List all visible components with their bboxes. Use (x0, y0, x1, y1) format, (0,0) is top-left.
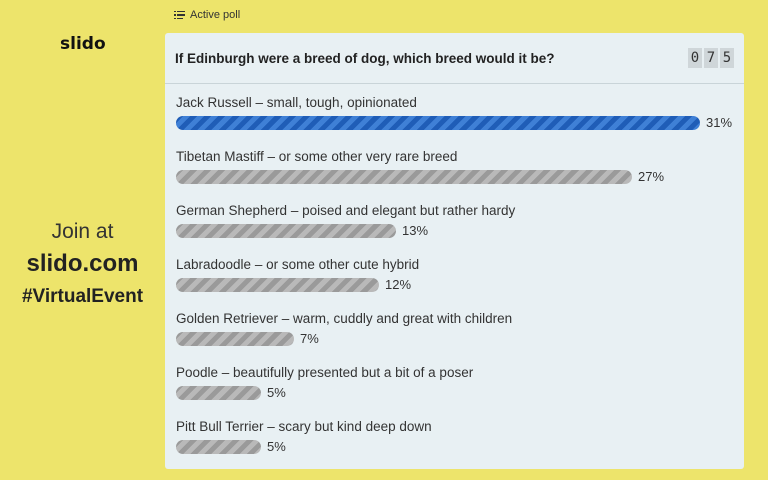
option-label: Labradoodle – or some other cute hybrid (176, 257, 420, 272)
vote-counter-digit: 0 (688, 48, 702, 68)
option-label: German Shepherd – poised and elegant but… (176, 203, 516, 218)
option-percent: 5% (267, 385, 286, 400)
join-at-text: Join at (51, 220, 114, 243)
result-bar (176, 277, 379, 292)
poll-option: Poodle – beautifully presented but a bit… (176, 364, 744, 418)
result-bar (176, 385, 261, 400)
poll-option: Labradoodle – or some other cute hybrid … (176, 256, 744, 310)
result-bar (176, 331, 294, 346)
poll-header: If Edinburgh were a breed of dog, which … (165, 33, 744, 84)
result-bar (176, 223, 396, 238)
poll-question: If Edinburgh were a breed of dog, which … (175, 50, 555, 66)
poll-option: German Shepherd – poised and elegant but… (176, 202, 744, 256)
vote-counter: 0 7 5 (688, 48, 734, 68)
join-url: slido.com (26, 250, 139, 277)
active-poll-label: Active poll (174, 9, 240, 21)
poll-option: Golden Retriever – warm, cuddly and grea… (176, 310, 744, 364)
option-label: Jack Russell – small, tough, opinionated (176, 95, 417, 110)
poll-option: Jack Russell – small, tough, opinionated… (176, 94, 744, 148)
option-percent: 31% (706, 115, 733, 130)
result-bar (176, 169, 632, 184)
event-code: #VirtualEvent (21, 286, 144, 307)
list-icon (174, 10, 185, 20)
vote-counter-digit: 7 (704, 48, 718, 68)
option-label: Tibetan Mastiff – or some other very rar… (176, 149, 458, 164)
option-percent: 7% (300, 331, 319, 346)
poll-option: Tibetan Mastiff – or some other very rar… (176, 148, 744, 202)
option-percent: 5% (267, 439, 286, 454)
active-poll-text: Active poll (190, 9, 241, 21)
poll-options: Jack Russell – small, tough, opinionated… (165, 84, 744, 472)
slido-logo: slido (60, 34, 106, 54)
result-bar (176, 439, 261, 454)
poll-option: Pitt Bull Terrier – scary but kind deep … (176, 418, 744, 472)
vote-counter-digit: 5 (720, 48, 734, 68)
option-label: Poodle – beautifully presented but a bit… (176, 365, 474, 380)
option-percent: 13% (402, 223, 429, 238)
option-percent: 27% (638, 169, 665, 184)
join-info: Join at slido.com #VirtualEvent (0, 220, 165, 308)
option-label: Golden Retriever – warm, cuddly and grea… (176, 311, 513, 326)
option-label: Pitt Bull Terrier – scary but kind deep … (176, 419, 432, 434)
poll-panel: If Edinburgh were a breed of dog, which … (165, 33, 744, 469)
result-bar (176, 115, 700, 130)
option-percent: 12% (385, 277, 412, 292)
